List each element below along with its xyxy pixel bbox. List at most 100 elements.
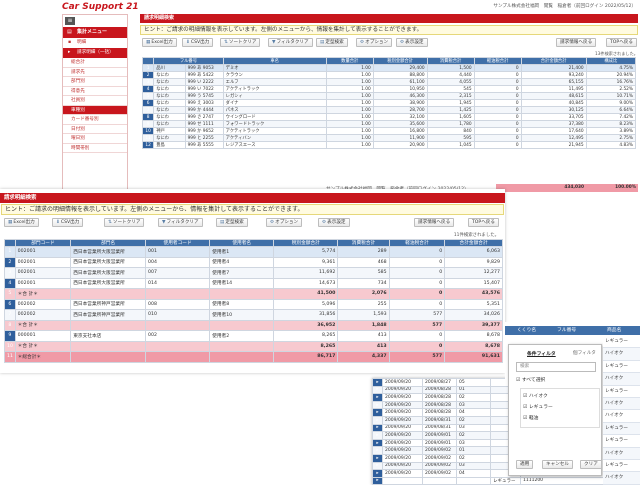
- table-cell: 2009/09/20: [382, 461, 423, 471]
- table-row[interactable]: 12 豊島 999 あ 5555 レジアスエース 1.00 20,900 1,045 0 21,…: [142, 141, 636, 149]
- nav-button[interactable]: 請求情報へ戻る: [414, 218, 455, 227]
- sidebar-item[interactable]: 請求先: [63, 68, 127, 77]
- toolbar-button[interactable]: ▤定型検索: [216, 218, 248, 227]
- column-header[interactable]: 車名: [222, 57, 327, 65]
- column-header[interactable]: フル番号: [153, 57, 224, 65]
- filter-action-button[interactable]: キャンセル: [542, 460, 573, 469]
- toolbar-button[interactable]: ▼フィルタクリア: [158, 218, 203, 227]
- sidebar-item-meisai[interactable]: ▪ 明細: [63, 38, 127, 48]
- table-row[interactable]: 1 002001 西日本営業所大阪営業所 001 使用者1 5,774 289 0 6,063: [4, 246, 503, 258]
- sidebar-item[interactable]: 車種別: [63, 105, 127, 115]
- table-row[interactable]: 3 002001 西日本営業所大阪営業所 007 使用者7 11,692 585 0 12,27…: [4, 267, 503, 279]
- column-header[interactable]: 税別金額合計: [372, 57, 428, 65]
- toolbar-button[interactable]: ⬇CSV出力: [52, 218, 84, 227]
- sidebar-item[interactable]: カード番号別: [63, 115, 127, 125]
- table-cell: 413: [337, 340, 390, 352]
- table-row[interactable]: 11 なにわ 999 と 2255 アクティバン 1.00 11,900 595 0 12,49…: [142, 134, 636, 142]
- table-cell: なにわ: [153, 78, 186, 86]
- table-cell: 61,100: [372, 78, 428, 86]
- table-cell: 8,678: [444, 330, 503, 342]
- table-row[interactable]: 11 ＊総合計＊ 86,717 4,337 577 91,631: [4, 351, 503, 363]
- toolbar-button[interactable]: ⚙表示設定: [318, 218, 350, 227]
- table-cell: 11,900: [372, 134, 428, 142]
- table-row[interactable]: 5 なにわ 999 う 5745 レガシィ 1.00 46,300 2,315 0 48,615…: [142, 92, 636, 100]
- sidebar-item[interactable]: 時間帯別: [63, 144, 127, 153]
- column-header[interactable]: 軽油税合計: [388, 239, 446, 247]
- table-row[interactable]: 8 なにわ 999 さ 2747 ウイングロード 1.00 32,100 1,605 0 33,…: [142, 113, 636, 121]
- filter-action-button[interactable]: 適用: [516, 460, 534, 469]
- table-row[interactable]: 7 002002 西日本営業所神戸営業所 010 使用者10 31,856 1,593 577…: [4, 309, 503, 321]
- toolbar-label: 表示設定: [327, 220, 346, 225]
- table-cell: 西日本営業所大阪営業所: [70, 267, 147, 279]
- sidebar-section[interactable]: ▸ 請求明細（一括）: [63, 48, 127, 58]
- table-row[interactable]: ▸ 2009/09/20 2009/09/02 03: [372, 461, 640, 471]
- column-header[interactable]: 使用者コード: [145, 239, 211, 247]
- column-header[interactable]: 軽油税合計: [473, 57, 522, 65]
- toolbar-button[interactable]: ⬇CSV出力: [182, 38, 214, 47]
- column-header[interactable]: 数量合計: [325, 57, 374, 65]
- column-header[interactable]: 構成比: [585, 57, 636, 65]
- filter-option[interactable]: ☑ 軽油: [523, 413, 597, 424]
- filter-action-button[interactable]: クリア: [580, 460, 602, 469]
- table-cell: 007: [145, 267, 211, 279]
- table-cell: 4,337: [337, 351, 390, 363]
- table-cell: 使用者8: [209, 298, 275, 310]
- table-row[interactable]: 1 品川 999 あ 9053 デミオ 1.00 29,400 1,500 0 21,400 4.…: [142, 64, 636, 72]
- column-header[interactable]: 部門コード: [14, 239, 72, 247]
- column-header[interactable]: 部門名: [70, 239, 147, 247]
- table-row[interactable]: ▸ 2009/09/20 2009/08/31 02: [372, 415, 640, 425]
- table-row[interactable]: 9 なにわ 999 せ 1111 フォワードトラック 1.00 35,600 1,780 0 3…: [142, 120, 636, 128]
- table-row[interactable]: 3 なにわ 999 い 2222 エルフ 1.00 61,100 4,055 0 65,155 1…: [142, 78, 636, 86]
- sidebar-item[interactable]: 総合計: [63, 58, 127, 68]
- toolbar-button[interactable]: ⚙表示設定: [396, 38, 428, 47]
- col-fullno[interactable]: フル番号: [557, 328, 577, 333]
- table-row[interactable]: 10 ＊合 計＊ 8,265 413 0 8,678: [4, 340, 503, 352]
- table-row[interactable]: ▸ レギュラー 1111200: [372, 476, 640, 485]
- toolbar-button[interactable]: ⇅ソートクリア: [220, 38, 261, 47]
- toolbar-button[interactable]: ▼フィルタクリア: [268, 38, 313, 47]
- column-header[interactable]: 合計金額合計: [520, 57, 587, 65]
- nav-button[interactable]: 請求情報へ戻る: [556, 38, 597, 47]
- toolbar-button[interactable]: ▦Excel出力: [142, 38, 177, 47]
- filter-option[interactable]: ☑ ハイオク: [523, 391, 597, 402]
- table-row[interactable]: 4 002001 西日本営業所大阪営業所 014 使用者14 14,673 734 0 15,4…: [4, 277, 503, 289]
- hamburger-icon[interactable]: ≡: [65, 17, 75, 25]
- filter-search-input[interactable]: 検索: [516, 362, 596, 372]
- table-cell: 002001: [14, 246, 72, 258]
- toolbar-button[interactable]: ⚙オプション: [266, 218, 303, 227]
- table-row[interactable]: 6 002002 西日本営業所神戸営業所 008 使用者8 5,096 255 0 5,351: [4, 298, 503, 310]
- table-row[interactable]: 9 000001 東京支社本店 002 使用者2 8,265 413 0 8,678: [4, 330, 503, 342]
- table-row[interactable]: 6 なにわ 999 え 3003 ダイナ 1.00 38,900 1,945 0 40,845 9…: [142, 99, 636, 107]
- sidebar-item[interactable]: 得意先: [63, 87, 127, 96]
- condition-filter[interactable]: 条件フィルタ: [527, 352, 556, 357]
- table-row[interactable]: 5 ＊合 計＊ 41,500 2,076 0 43,576: [4, 288, 503, 300]
- sidebar-item[interactable]: 社員別: [63, 96, 127, 106]
- col-kukuri[interactable]: くくり名: [517, 328, 537, 333]
- back-title-bar: 請求明細検索: [140, 14, 638, 23]
- toolbar-button[interactable]: ⇅ソートクリア: [104, 218, 145, 227]
- column-header[interactable]: 合計金額合計: [444, 239, 503, 247]
- table-row[interactable]: 2 なにわ 999 あ 5422 クラウン 1.00 88,800 4,440 0 93,240…: [142, 71, 636, 79]
- col-product[interactable]: 商品名: [607, 328, 622, 333]
- filter-option[interactable]: ☑ レギュラー: [523, 402, 597, 413]
- toolbar-button[interactable]: ▤定型検索: [316, 38, 348, 47]
- table-row[interactable]: 7 なにわ 999 か 4444 パネス 1.00 28,700 1,425 0 30,125 6…: [142, 106, 636, 114]
- nav-button[interactable]: TOPへ戻る: [468, 218, 499, 227]
- toolbar-button[interactable]: ⚙オプション: [356, 38, 393, 47]
- table-row[interactable]: 10 神戸 999 か 9652 アクティトラック 1.00 16,800 840 0 17,6…: [142, 127, 636, 135]
- table-row[interactable]: 2 002001 西日本営業所大阪営業所 004 使用者4 9,361 468 0 9,829: [4, 256, 503, 268]
- column-header[interactable]: 使用者名: [209, 239, 275, 247]
- toolbar-button[interactable]: ▦Excel出力: [4, 218, 39, 227]
- column-header[interactable]: 税別金額合計: [273, 239, 339, 247]
- column-header[interactable]: 消費税合計: [426, 57, 475, 65]
- table-row[interactable]: 8 ＊合 計＊ 36,952 1,848 577 39,377: [4, 319, 503, 331]
- sidebar-item[interactable]: 部門別: [63, 77, 127, 87]
- nav-button[interactable]: TOPへ戻る: [606, 38, 637, 47]
- column-header[interactable]: 消費税合計: [337, 239, 390, 247]
- table-cell: 3.89%: [585, 127, 636, 135]
- table-row[interactable]: 4 なにわ 999 い 7022 アクティトラック 1.00 10,950 545 0 11,4…: [142, 85, 636, 93]
- sidebar-item[interactable]: 日付別: [63, 125, 127, 134]
- sidebar-item[interactable]: 曜日別: [63, 134, 127, 144]
- select-all-option[interactable]: ☑ すべて選択: [516, 378, 546, 383]
- table-cell: 2009/09/20: [382, 408, 423, 417]
